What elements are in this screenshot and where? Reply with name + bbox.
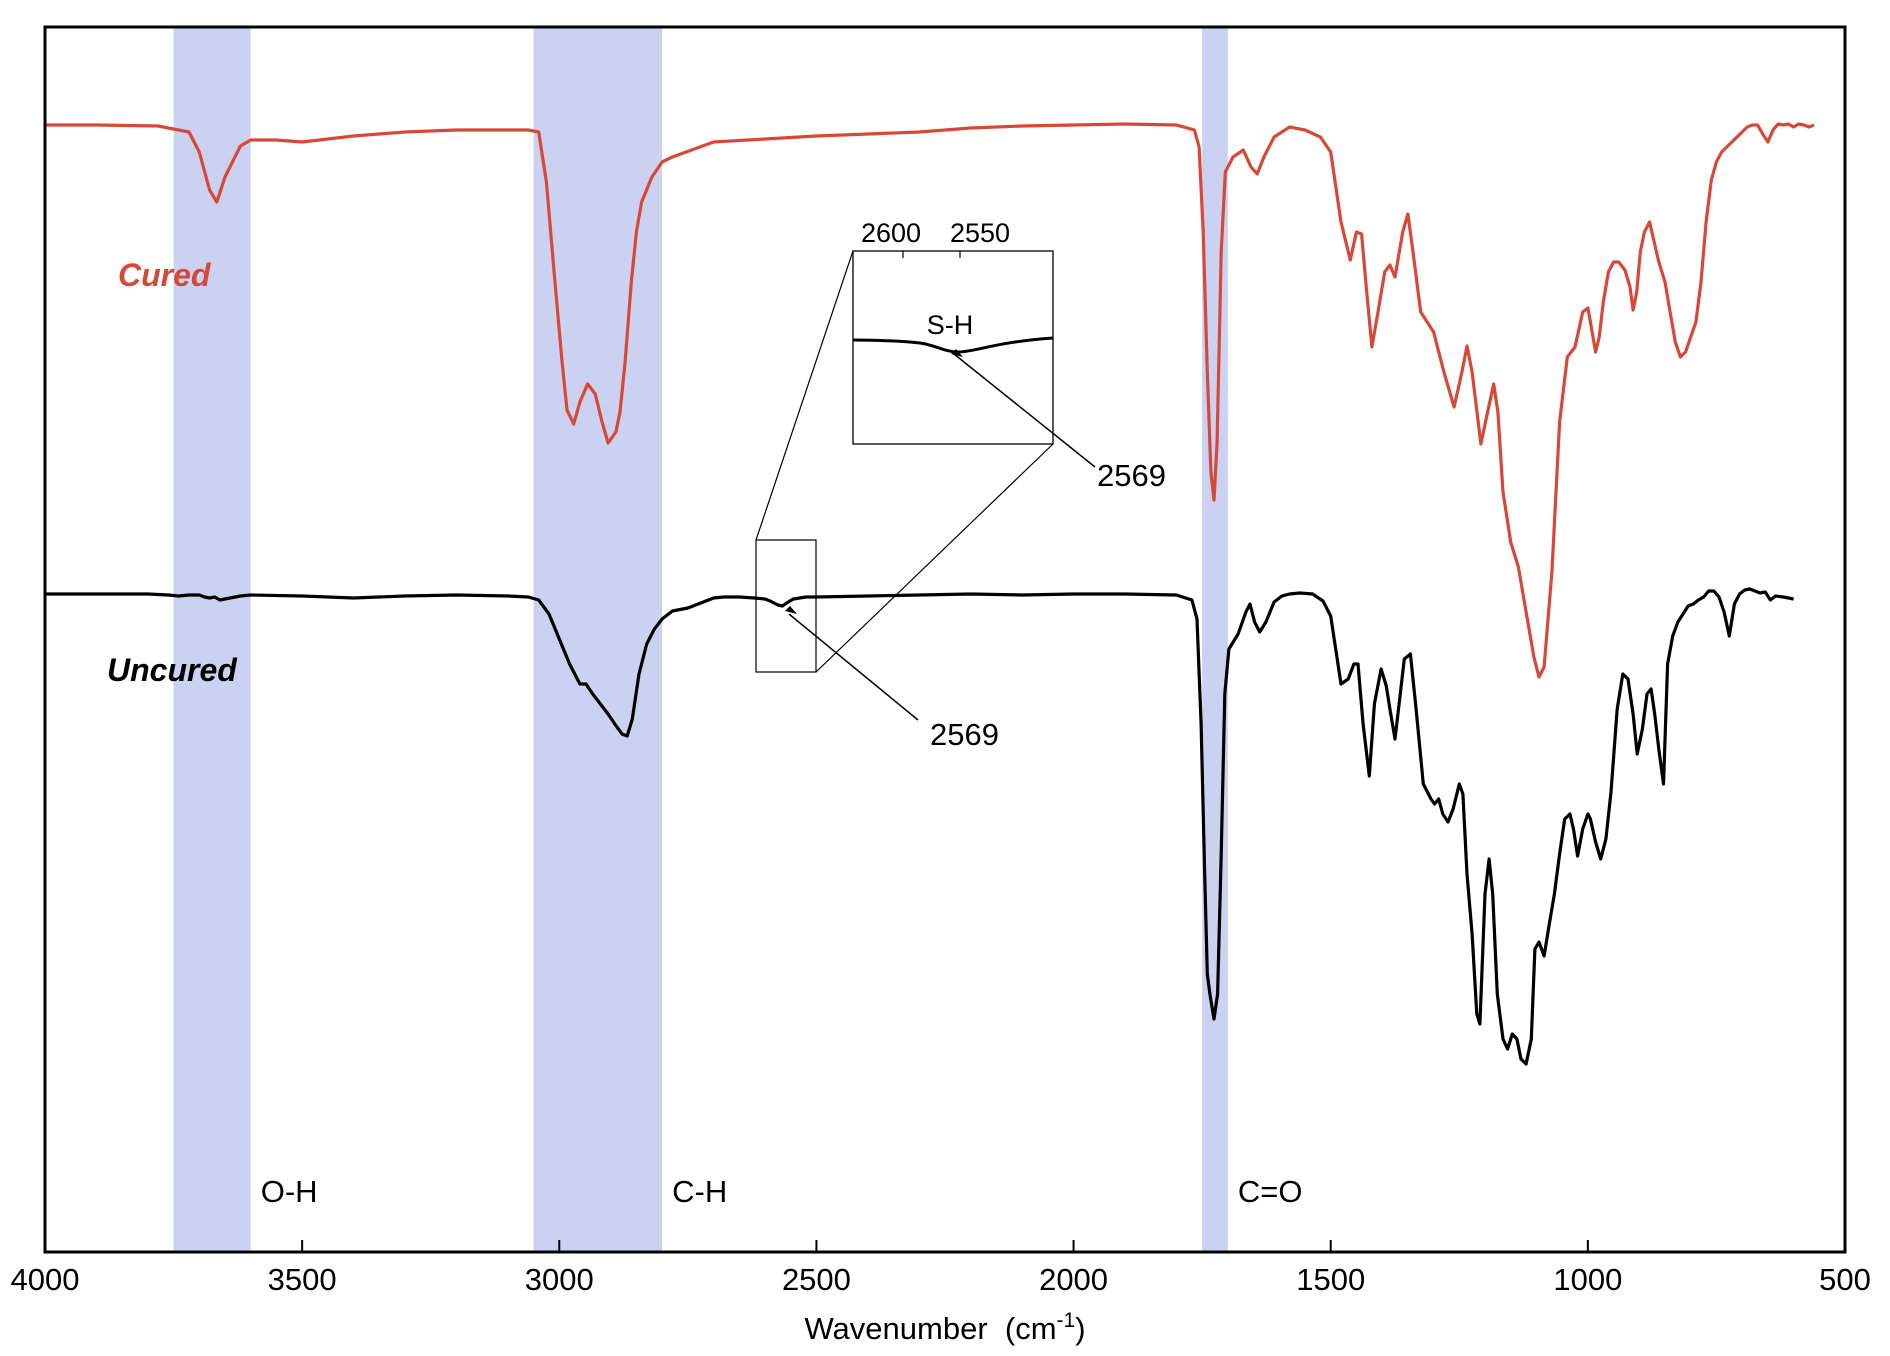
x-axis-ticks: 4000 3500 3000 2500 2000 1500 1000 500 xyxy=(11,1240,1871,1297)
zoom-connector-top xyxy=(755,250,854,541)
inset-tick-right: 2550 xyxy=(950,218,1010,248)
inset-tick-left: 2600 xyxy=(861,218,921,248)
series-line-uncured xyxy=(45,587,1794,1066)
plot-frame xyxy=(43,25,1847,1254)
band-label-oh: O-H xyxy=(261,1174,318,1209)
x-axis-label: Wavenumber (cm-1) xyxy=(804,1309,1085,1346)
inset-sh-label: S-H xyxy=(927,310,974,340)
annotation-text-cured: 2569 xyxy=(1097,458,1166,493)
highlight-bands xyxy=(173,27,1228,1252)
x-tick-label-2000: 2000 xyxy=(1039,1262,1108,1297)
band-label-ch: C-H xyxy=(672,1174,727,1209)
x-tick-label-4000: 4000 xyxy=(11,1262,80,1297)
spectra-series xyxy=(45,122,1815,1066)
annotation-arrowhead-uncured xyxy=(785,606,797,614)
inset-arrowhead xyxy=(951,349,963,357)
zoom-connector-bottom xyxy=(815,443,1054,673)
x-axis-label-sup: -1 xyxy=(1057,1309,1076,1332)
x-tick-label-500: 500 xyxy=(1819,1262,1871,1297)
annotation-line-uncured xyxy=(788,613,919,721)
annotation-text-uncured: 2569 xyxy=(930,717,999,752)
x-tick-label-3500: 3500 xyxy=(268,1262,337,1297)
band-oh xyxy=(173,27,251,1252)
band-label-co: C=O xyxy=(1238,1174,1303,1209)
series-label-uncured: Uncured xyxy=(107,652,238,688)
series-line-cured xyxy=(45,122,1815,679)
zoom-source-box xyxy=(755,539,817,673)
x-tick-label-3000: 3000 xyxy=(525,1262,594,1297)
x-axis-label-main: Wavenumber (cm xyxy=(804,1311,1056,1346)
series-label-cured: Cured xyxy=(118,257,212,293)
x-tick-label-2500: 2500 xyxy=(782,1262,851,1297)
x-tick-label-1000: 1000 xyxy=(1553,1262,1622,1297)
x-tick-label-1500: 1500 xyxy=(1296,1262,1365,1297)
inset-frame xyxy=(852,250,1054,445)
inset-spectrum xyxy=(852,336,1054,354)
annotation-line-cured xyxy=(953,353,1096,468)
x-axis-label-close: ) xyxy=(1075,1311,1085,1346)
band-labels: O-H C-H C=O xyxy=(261,1174,1303,1209)
sh-inset: 2600 2550 S-H xyxy=(852,218,1054,445)
band-ch xyxy=(533,27,663,1252)
